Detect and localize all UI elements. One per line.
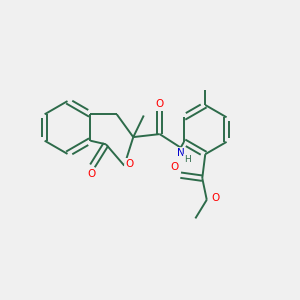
Text: O: O <box>170 162 178 172</box>
Text: H: H <box>184 154 190 164</box>
Text: O: O <box>155 99 164 109</box>
Text: O: O <box>87 169 96 179</box>
Text: O: O <box>211 193 219 203</box>
Text: N: N <box>177 148 184 158</box>
Text: O: O <box>125 159 133 169</box>
